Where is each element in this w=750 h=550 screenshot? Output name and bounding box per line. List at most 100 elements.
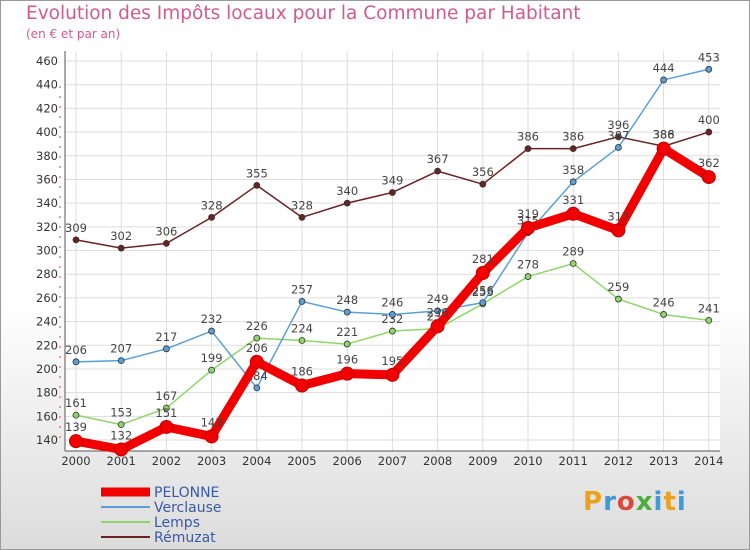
data-point xyxy=(298,337,306,344)
data-point xyxy=(656,141,671,156)
data-point xyxy=(388,189,396,196)
data-point xyxy=(208,213,216,221)
y-tick-label: 300 xyxy=(36,244,58,258)
data-point xyxy=(521,220,535,235)
data-point xyxy=(705,128,713,136)
data-label: 167 xyxy=(155,389,177,403)
data-point xyxy=(208,366,216,374)
data-label: 195 xyxy=(381,354,403,368)
data-label: 349 xyxy=(381,173,403,187)
data-label: 340 xyxy=(336,184,358,198)
data-label: 207 xyxy=(110,342,132,356)
data-point xyxy=(475,266,490,281)
data-label: 328 xyxy=(291,198,313,212)
data-point xyxy=(162,239,170,247)
proxiti-logo: Proxiti xyxy=(583,487,687,517)
data-point xyxy=(705,65,713,73)
data-point xyxy=(117,357,125,365)
data-point xyxy=(388,327,396,335)
x-tick-label: 2013 xyxy=(649,454,678,468)
x-tick-label: 2007 xyxy=(378,454,407,468)
data-point xyxy=(253,181,261,189)
chart-subtitle: (en € et par an) xyxy=(26,27,121,41)
data-label: 206 xyxy=(65,343,87,357)
data-label: 362 xyxy=(698,156,720,170)
data-point xyxy=(208,327,216,335)
data-point xyxy=(204,429,219,444)
data-label: 196 xyxy=(336,353,358,367)
x-tick-label: 2002 xyxy=(152,454,181,468)
data-point xyxy=(72,358,80,366)
data-point xyxy=(253,334,261,342)
data-point xyxy=(72,236,80,244)
data-label: 278 xyxy=(517,258,539,272)
data-point xyxy=(566,206,581,221)
data-point xyxy=(249,354,264,369)
y-tick-label: 320 xyxy=(36,220,58,234)
data-label: 317 xyxy=(607,209,629,223)
data-label: 328 xyxy=(201,198,223,212)
data-point xyxy=(340,366,355,381)
data-label: 217 xyxy=(155,330,177,344)
data-point xyxy=(253,384,261,392)
data-label: 358 xyxy=(562,163,584,177)
y-tick-label: 400 xyxy=(36,125,58,139)
data-point xyxy=(615,144,622,151)
data-label: 302 xyxy=(110,229,132,243)
data-point xyxy=(479,180,487,188)
data-label: 453 xyxy=(698,50,720,64)
legend-label: PELONNE xyxy=(154,485,219,501)
legend-label: Lemps xyxy=(154,515,200,531)
y-tick-label: 460 xyxy=(36,54,58,68)
data-label: 224 xyxy=(291,322,313,336)
data-label: 236 xyxy=(427,305,449,319)
x-tick-label: 2009 xyxy=(468,454,497,468)
data-label: 206 xyxy=(246,341,268,355)
logo-letter: r xyxy=(603,487,617,517)
data-point xyxy=(660,311,667,318)
data-label: 248 xyxy=(336,293,358,307)
data-label: 226 xyxy=(246,319,268,333)
x-tick-label: 2000 xyxy=(61,454,90,468)
data-label: 306 xyxy=(155,224,177,238)
y-tick-label: 240 xyxy=(36,315,58,329)
data-label: 139 xyxy=(65,420,87,434)
data-label: 386 xyxy=(562,130,584,144)
data-point xyxy=(343,340,351,348)
y-tick-label: 420 xyxy=(36,101,58,115)
data-label: 151 xyxy=(155,406,177,420)
data-label: 386 xyxy=(517,130,539,144)
data-point xyxy=(159,419,174,434)
data-label: 257 xyxy=(291,282,313,296)
y-tick-label: 280 xyxy=(36,267,58,281)
data-label: 444 xyxy=(653,61,675,75)
data-label: 367 xyxy=(427,152,449,166)
data-point xyxy=(117,421,125,429)
data-label: 143 xyxy=(201,415,223,429)
logo-letter: x xyxy=(635,487,654,517)
y-tick-label: 440 xyxy=(36,78,58,92)
data-point xyxy=(701,170,716,185)
data-label: 331 xyxy=(562,193,584,207)
data-label: 388 xyxy=(653,127,675,141)
data-point xyxy=(524,145,532,153)
y-tick-label: 160 xyxy=(36,409,58,423)
x-tick-label: 2011 xyxy=(559,454,588,468)
data-point xyxy=(611,223,626,238)
data-label: 132 xyxy=(110,428,132,442)
data-point xyxy=(298,298,306,305)
data-point xyxy=(162,345,170,353)
data-point xyxy=(479,299,487,307)
data-label: 355 xyxy=(246,166,268,180)
data-point xyxy=(69,434,83,449)
x-tick-label: 2001 xyxy=(107,454,136,468)
data-point xyxy=(298,213,306,221)
chart-title: Evolution des Impôts locaux pour la Comm… xyxy=(26,3,581,24)
data-point xyxy=(615,295,622,303)
data-label: 232 xyxy=(201,312,223,326)
logo-letter: i xyxy=(653,487,664,517)
data-point xyxy=(569,178,577,186)
data-label: 246 xyxy=(653,295,675,309)
y-tick-label: 220 xyxy=(36,338,58,352)
data-point xyxy=(114,442,129,457)
